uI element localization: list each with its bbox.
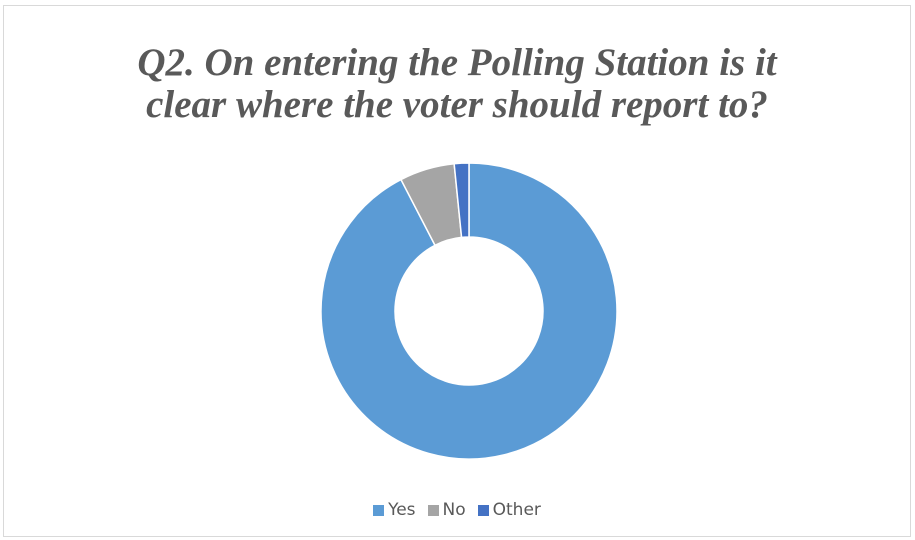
donut-chart: [320, 162, 618, 460]
donut-slice-other: [453, 162, 470, 239]
legend-swatch-other: [477, 504, 489, 516]
legend-swatch-yes: [373, 504, 385, 516]
legend-item-no: No: [427, 500, 466, 520]
donut-slice-yes: [320, 162, 618, 460]
legend-label-yes: Yes: [388, 500, 416, 520]
legend-swatch-no: [427, 504, 439, 516]
chart-title: Q2. On entering the Polling Station is i…: [4, 42, 910, 126]
legend-item-other: Other: [477, 500, 541, 520]
chart-legend: Yes No Other: [4, 500, 910, 520]
chart-frame: Q2. On entering the Polling Station is i…: [3, 5, 911, 537]
chart-title-line-2: clear where the voter should report to?: [146, 83, 768, 126]
legend-label-no: No: [442, 500, 466, 520]
legend-item-yes: Yes: [373, 500, 416, 520]
legend-label-other: Other: [492, 500, 541, 520]
chart-title-line-1: Q2. On entering the Polling Station is i…: [137, 41, 777, 84]
